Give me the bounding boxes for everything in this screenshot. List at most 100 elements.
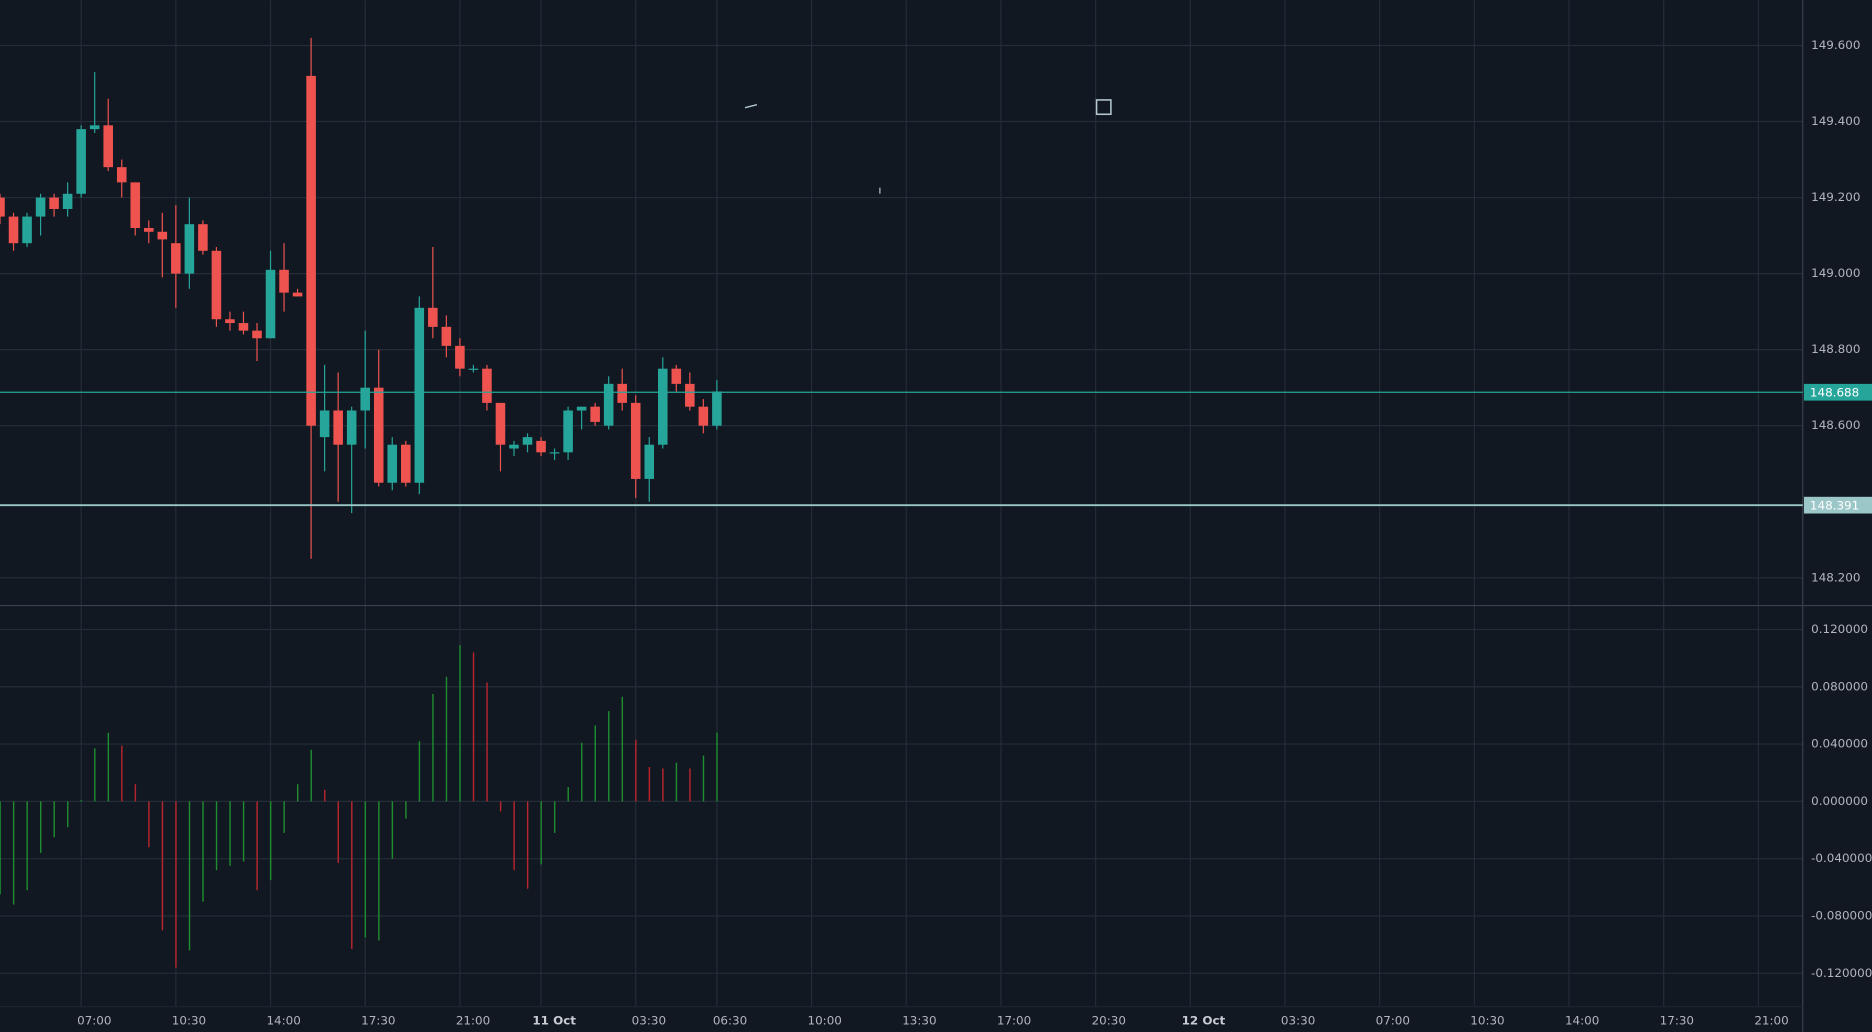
histogram-bar [12, 801, 15, 905]
candle-body [292, 292, 303, 297]
candle-body [549, 452, 560, 454]
candle-body [184, 224, 195, 274]
x-tick-label: 07:00 [77, 1014, 111, 1028]
candle-body [401, 444, 411, 483]
y-tick-label: 148.200 [1811, 570, 1860, 584]
candle-body [360, 387, 370, 411]
candle-body [89, 125, 100, 130]
axes: 148.200 148.600 148.800 149.000 149.200 149.4… [0, 38, 1872, 1028]
x-tick-label: 10:00 [808, 1014, 842, 1028]
candle-body [76, 129, 86, 194]
histogram-bar [513, 801, 515, 871]
histogram-bar [269, 801, 272, 881]
drawing-box[interactable] [1095, 99, 1112, 116]
candle-body [333, 410, 343, 445]
candle-body [630, 402, 641, 479]
candle-body [509, 444, 519, 449]
candle-body [22, 216, 32, 244]
histogram-bar [689, 768, 691, 802]
candle-body [279, 269, 289, 293]
candle-body [563, 410, 573, 453]
candle-body [346, 410, 357, 445]
histogram-bar [526, 801, 529, 889]
histogram-bar [324, 789, 326, 802]
candle-body [198, 224, 208, 251]
candle-body [265, 269, 276, 339]
histogram-bar [0, 801, 1, 895]
price-label: 148.688 [1810, 385, 1859, 399]
candle-body [252, 330, 262, 339]
x-tick-label: 11 Oct [532, 1014, 576, 1028]
histogram-bar [391, 801, 394, 859]
y-tick-label: -0.120000 [1811, 966, 1872, 980]
grid [0, 0, 1803, 1007]
candle-body [157, 231, 168, 240]
histogram-bar [121, 745, 123, 802]
candle-body [8, 216, 19, 244]
histogram-bar [445, 676, 448, 802]
histogram-bar [351, 801, 353, 949]
drawing-line[interactable] [744, 104, 758, 109]
y-tick-label: 0.040000 [1811, 737, 1868, 751]
candle-body [536, 440, 546, 453]
histogram-bar [432, 693, 434, 802]
x-tick-label: 21:00 [456, 1014, 490, 1028]
x-tick-label: 03:30 [632, 1014, 666, 1028]
x-tick-label: 17:30 [1660, 1014, 1694, 1028]
candle-body [103, 125, 113, 168]
candle-body [0, 197, 5, 217]
histogram-bar [553, 801, 556, 833]
x-tick-label: 21:00 [1754, 1014, 1788, 1028]
y-tick-label: -0.080000 [1811, 908, 1872, 922]
histogram-bar [540, 801, 542, 865]
histogram-bar [296, 784, 299, 802]
histogram-bar [107, 732, 110, 802]
candle-body [468, 368, 479, 370]
histogram-bar [337, 801, 339, 863]
price-label-box [1803, 496, 1872, 514]
histogram-bar [215, 801, 218, 871]
candle-body [658, 368, 668, 445]
histogram-bar [635, 739, 637, 802]
y-tick-label: 0.120000 [1811, 622, 1868, 636]
candle-body [225, 319, 235, 324]
histogram-bar [472, 652, 475, 802]
candle-body [130, 182, 141, 228]
x-tick-label: 10:30 [1470, 1014, 1504, 1028]
candle-body [306, 75, 316, 426]
histogram-bar [581, 742, 583, 802]
x-tick-label: 20:30 [1092, 1014, 1126, 1028]
histogram-bar [459, 645, 461, 802]
candle-body [238, 323, 249, 331]
price-label: 148.391 [1810, 498, 1859, 512]
y-tick-label: -0.040000 [1811, 851, 1872, 865]
histogram-bar [662, 768, 664, 802]
candle-body [482, 368, 492, 403]
candle-body [319, 410, 330, 438]
candle-body [644, 444, 655, 479]
candle-body [49, 197, 59, 209]
histogram-bar [242, 801, 245, 862]
candle-body [495, 402, 506, 445]
x-tick-label: 10:30 [172, 1014, 206, 1028]
candle-body [387, 444, 398, 483]
candle-body [211, 250, 222, 320]
candle-body [62, 193, 73, 209]
y-tick-label: 0.080000 [1811, 679, 1868, 693]
candle-body [373, 387, 384, 483]
histogram-bar [648, 767, 651, 802]
y-tick-label: 148.800 [1811, 342, 1860, 356]
y-tick-label: 149.000 [1811, 266, 1860, 280]
histogram-bar [364, 801, 367, 938]
indicator-pane [0, 645, 718, 968]
candle-body [671, 368, 682, 384]
histogram-bar [188, 801, 191, 951]
x-tick-label: 07:00 [1376, 1014, 1410, 1028]
x-tick-label: 03:30 [1281, 1014, 1315, 1028]
candle-body [144, 227, 154, 232]
histogram-bar [608, 711, 610, 802]
candle-body [603, 383, 614, 426]
candle-body [522, 437, 533, 445]
candle-body [698, 406, 709, 426]
y-tick-label: 149.400 [1811, 114, 1860, 128]
